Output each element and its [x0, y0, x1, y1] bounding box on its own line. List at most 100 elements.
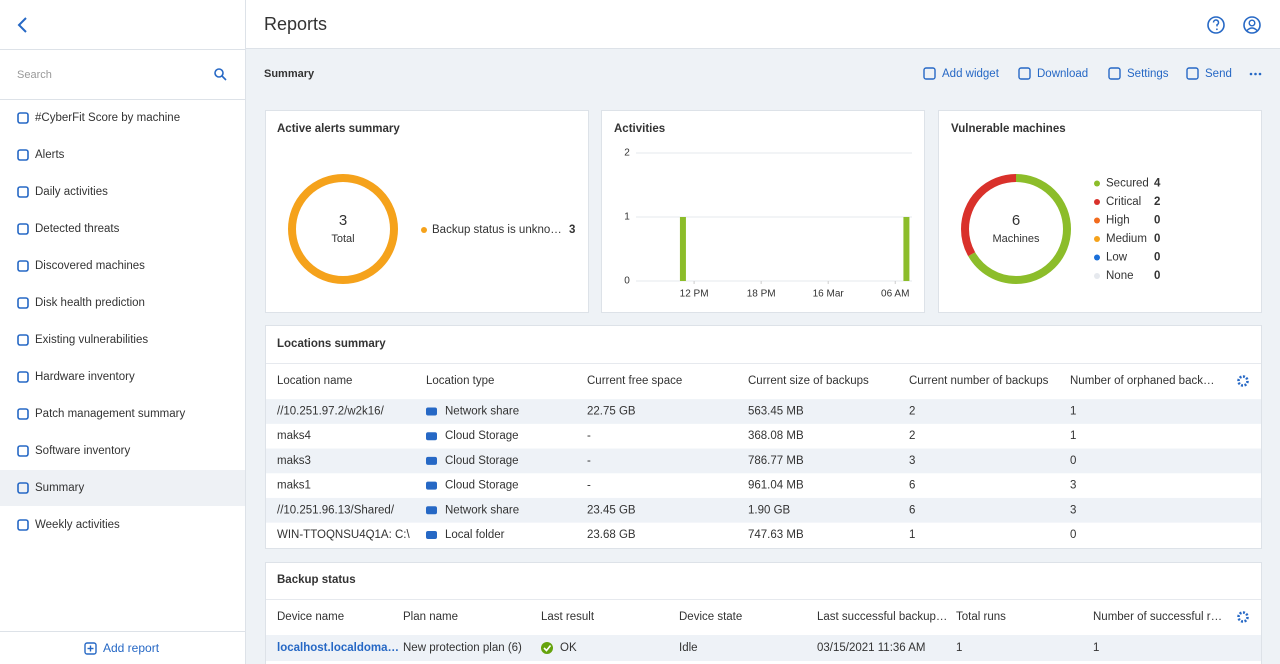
- sidebar-item[interactable]: Detected threats: [35, 223, 120, 235]
- table-cell: 6: [909, 504, 915, 516]
- toolbar-action[interactable]: Send: [1205, 68, 1232, 80]
- sidebar-item[interactable]: Software inventory: [35, 445, 130, 457]
- legend-value: 0: [1154, 233, 1160, 245]
- settings-gear[interactable]: [1237, 611, 1249, 623]
- action-icon: [1186, 67, 1199, 80]
- column-header: Current size of backups: [748, 375, 869, 387]
- legend-value: 2: [1154, 196, 1160, 208]
- account-button[interactable]: [1243, 16, 1261, 34]
- table-cell: 1.90 GB: [748, 504, 791, 516]
- more-button[interactable]: [1249, 72, 1262, 76]
- table-cell: WIN-TTOQNSU4Q1A: C:\: [277, 529, 410, 541]
- item-icon: [17, 519, 29, 531]
- table-cell: maks4: [277, 430, 311, 442]
- item-icon: [17, 112, 29, 124]
- sidebar-item[interactable]: Disk health prediction: [35, 297, 145, 309]
- widget-title: Activities: [614, 123, 665, 135]
- location-type-icon: [426, 407, 437, 416]
- table-cell: 1: [1070, 430, 1076, 442]
- toolbar-action[interactable]: Add widget: [942, 68, 1000, 80]
- toolbar-action[interactable]: Download: [1037, 68, 1088, 80]
- column-header: Location name: [277, 375, 352, 387]
- table-cell: Cloud Storage: [445, 430, 519, 442]
- legend-dot: [1094, 180, 1100, 187]
- legend-value: 0: [1154, 252, 1160, 264]
- help-button[interactable]: [1207, 16, 1225, 34]
- item-icon: [17, 482, 29, 494]
- table-cell: Cloud Storage: [445, 455, 519, 467]
- settings-gear[interactable]: [1237, 375, 1249, 387]
- table-cell: 3: [1070, 504, 1076, 516]
- add-report-icon[interactable]: [84, 642, 97, 655]
- legend-label: Low: [1106, 252, 1128, 264]
- item-icon: [17, 260, 29, 272]
- legend-dot: [421, 227, 427, 233]
- search-icon[interactable]: [214, 68, 227, 81]
- column-header: Total runs: [956, 611, 1006, 623]
- device-link[interactable]: localhost.localdoma…: [277, 642, 399, 654]
- action-icon: [923, 67, 936, 80]
- sidebar: [0, 0, 245, 664]
- add-report[interactable]: Add report: [103, 641, 160, 655]
- table-cell: 23.45 GB: [587, 504, 636, 516]
- donut-segment: [961, 174, 1071, 284]
- table-cell: 22.75 GB: [587, 406, 636, 418]
- column-header: Number of successful r…: [1093, 611, 1222, 623]
- x-tick-label: 06 AM: [881, 289, 909, 300]
- bar: [679, 217, 686, 281]
- status-ok-icon: [541, 642, 553, 654]
- x-tick-label: 12 PM: [680, 289, 709, 300]
- sidebar-item[interactable]: #CyberFit Score by machine: [35, 112, 180, 124]
- sidebar-item[interactable]: Hardware inventory: [35, 371, 135, 383]
- legend-dot: [1094, 254, 1100, 261]
- column-header: Last result: [541, 611, 595, 623]
- sidebar-item[interactable]: Patch management summary: [35, 408, 185, 420]
- action-icon: [1018, 67, 1031, 80]
- sidebar-item[interactable]: Existing vulnerabilities: [35, 334, 148, 346]
- table-cell: New protection plan (6): [403, 642, 522, 654]
- table-cell: 747.63 MB: [748, 529, 804, 541]
- sidebar-item[interactable]: Alerts: [35, 149, 65, 161]
- sidebar-item[interactable]: Summary: [35, 482, 84, 494]
- toolbar-title: Summary: [264, 68, 315, 80]
- sidebar-item[interactable]: Weekly activities: [35, 519, 120, 531]
- table-cell: 2: [909, 430, 915, 442]
- column-header: Location type: [426, 375, 494, 387]
- location-type-icon: [426, 456, 437, 465]
- column-header: Last successful backup…: [817, 611, 947, 623]
- location-type-icon: [426, 432, 437, 441]
- back-button[interactable]: [17, 17, 27, 33]
- legend-dot: [1094, 273, 1100, 279]
- donut-total-label: Total: [331, 233, 354, 245]
- table-title: Locations summary: [277, 338, 386, 350]
- y-tick-label: 1: [624, 212, 630, 223]
- table-cell: 23.68 GB: [587, 529, 636, 541]
- sidebar-item[interactable]: Discovered machines: [35, 260, 145, 272]
- x-tick-label: 16 Mar: [813, 289, 845, 300]
- table-cell: Network share: [445, 504, 519, 516]
- table-cell: //10.251.96.13/Shared/: [277, 504, 395, 516]
- widget-title: Vulnerable machines: [951, 123, 1066, 135]
- table-cell: 1: [1070, 406, 1076, 418]
- column-header: Current free space: [587, 375, 682, 387]
- location-type-icon: [426, 481, 437, 490]
- table-cell: OK: [560, 642, 577, 654]
- legend-dot: [1094, 236, 1100, 242]
- column-header: Current number of backups: [909, 375, 1049, 387]
- search-input[interactable]: Search: [17, 69, 52, 81]
- table-cell: -: [587, 480, 591, 492]
- table-cell: Idle: [679, 642, 698, 654]
- table-cell: 3: [909, 455, 915, 467]
- table-title: Backup status: [277, 574, 356, 586]
- column-header: Device state: [679, 611, 742, 623]
- item-icon: [17, 223, 29, 235]
- legend-label: Critical: [1106, 196, 1141, 208]
- status-ok-check: [543, 645, 552, 652]
- toolbar-action[interactable]: Settings: [1127, 68, 1169, 80]
- column-header: Device name: [277, 611, 344, 623]
- item-icon: [17, 186, 29, 198]
- legend-value: 0: [1154, 270, 1160, 282]
- sidebar-item[interactable]: Daily activities: [35, 186, 108, 198]
